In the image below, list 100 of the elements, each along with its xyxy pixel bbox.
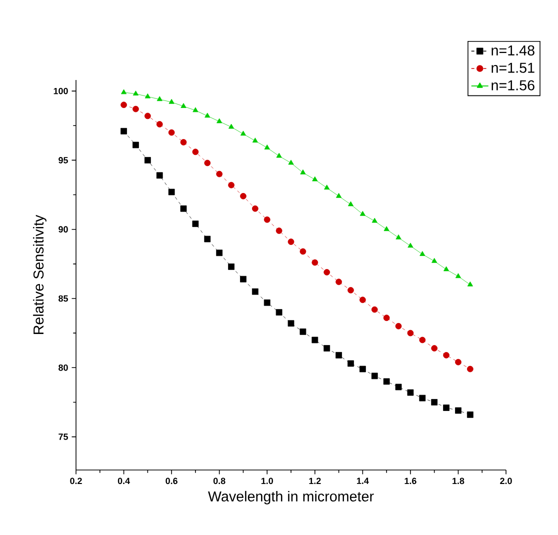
point bbox=[383, 314, 390, 322]
point bbox=[300, 169, 306, 174]
point bbox=[252, 288, 258, 295]
point bbox=[144, 112, 151, 120]
point bbox=[228, 182, 234, 188]
point bbox=[156, 121, 163, 128]
point bbox=[132, 142, 139, 148]
point bbox=[192, 148, 199, 156]
point bbox=[288, 238, 294, 245]
point bbox=[192, 107, 198, 112]
point bbox=[360, 210, 366, 216]
point bbox=[180, 139, 187, 146]
point bbox=[443, 404, 450, 411]
point bbox=[132, 106, 139, 112]
point bbox=[395, 322, 402, 330]
y-tick-label: 95 bbox=[58, 157, 68, 164]
point bbox=[312, 176, 318, 182]
point bbox=[455, 273, 462, 278]
x-tick-label: 2.0 bbox=[500, 478, 512, 484]
point bbox=[312, 336, 318, 344]
y-tick-label: 85 bbox=[58, 295, 68, 302]
point bbox=[384, 226, 390, 232]
point bbox=[228, 124, 234, 129]
point bbox=[324, 269, 330, 276]
x-tick-label: 1.8 bbox=[452, 478, 464, 484]
point bbox=[168, 188, 175, 196]
y-tick-label: 100 bbox=[54, 88, 68, 94]
point bbox=[359, 296, 366, 304]
point bbox=[156, 96, 162, 102]
x-tick-label: 1.4 bbox=[357, 478, 369, 484]
point bbox=[252, 205, 258, 212]
point bbox=[228, 263, 234, 270]
point bbox=[276, 228, 282, 234]
point bbox=[312, 259, 318, 266]
point bbox=[336, 278, 342, 286]
point bbox=[324, 184, 330, 190]
point bbox=[252, 138, 258, 143]
point bbox=[264, 299, 270, 306]
point bbox=[180, 103, 186, 108]
x-axis-title: Wavelength in micrometer bbox=[208, 490, 374, 504]
point bbox=[300, 248, 306, 255]
x-tick-label: 1.2 bbox=[309, 478, 321, 484]
point bbox=[216, 170, 223, 178]
y-tick-label: 75 bbox=[58, 434, 68, 440]
point bbox=[168, 98, 174, 104]
point bbox=[371, 306, 378, 313]
point bbox=[120, 128, 127, 134]
x-tick-label: 1.6 bbox=[404, 478, 416, 484]
point bbox=[407, 389, 414, 396]
x-tick-label: 1.0 bbox=[261, 478, 273, 484]
point bbox=[443, 352, 450, 358]
point bbox=[359, 366, 366, 372]
point bbox=[419, 394, 426, 402]
point bbox=[276, 309, 282, 316]
point bbox=[431, 399, 438, 406]
point bbox=[372, 218, 378, 223]
point bbox=[455, 407, 462, 414]
x-tick-label: 0.6 bbox=[166, 478, 178, 484]
x-tick-label: 0.8 bbox=[213, 478, 226, 484]
legend-label: n=1.51 bbox=[492, 62, 534, 73]
point bbox=[216, 250, 223, 256]
legend-label: n=1.56 bbox=[492, 80, 534, 90]
y-tick-label: 80 bbox=[58, 364, 68, 371]
point bbox=[240, 130, 246, 136]
point bbox=[204, 160, 211, 166]
point bbox=[264, 216, 270, 223]
point bbox=[419, 336, 426, 344]
point bbox=[180, 205, 187, 212]
point bbox=[348, 287, 354, 294]
point bbox=[204, 112, 210, 118]
point bbox=[276, 152, 282, 158]
point bbox=[216, 118, 222, 124]
point bbox=[348, 360, 354, 367]
point bbox=[144, 93, 150, 98]
point bbox=[396, 234, 402, 240]
point bbox=[348, 201, 354, 206]
point bbox=[132, 90, 139, 96]
point bbox=[431, 345, 438, 352]
point bbox=[420, 251, 426, 256]
point bbox=[371, 372, 378, 380]
point bbox=[204, 236, 211, 242]
point bbox=[120, 102, 127, 108]
x-tick-label: 0.2 bbox=[70, 478, 82, 484]
point bbox=[288, 320, 294, 327]
point bbox=[466, 411, 474, 418]
point bbox=[455, 358, 462, 366]
point bbox=[336, 192, 342, 198]
y-axis-title: Relative Sensitivity bbox=[33, 214, 46, 334]
point bbox=[121, 89, 127, 94]
point bbox=[336, 352, 342, 358]
point bbox=[395, 384, 402, 390]
point bbox=[383, 378, 390, 385]
point bbox=[466, 366, 474, 372]
point bbox=[432, 258, 438, 263]
x-tick-label: 0.4 bbox=[118, 478, 130, 484]
point bbox=[240, 276, 246, 282]
point bbox=[288, 160, 294, 165]
point bbox=[264, 144, 270, 150]
point bbox=[240, 192, 246, 200]
point bbox=[408, 242, 414, 248]
